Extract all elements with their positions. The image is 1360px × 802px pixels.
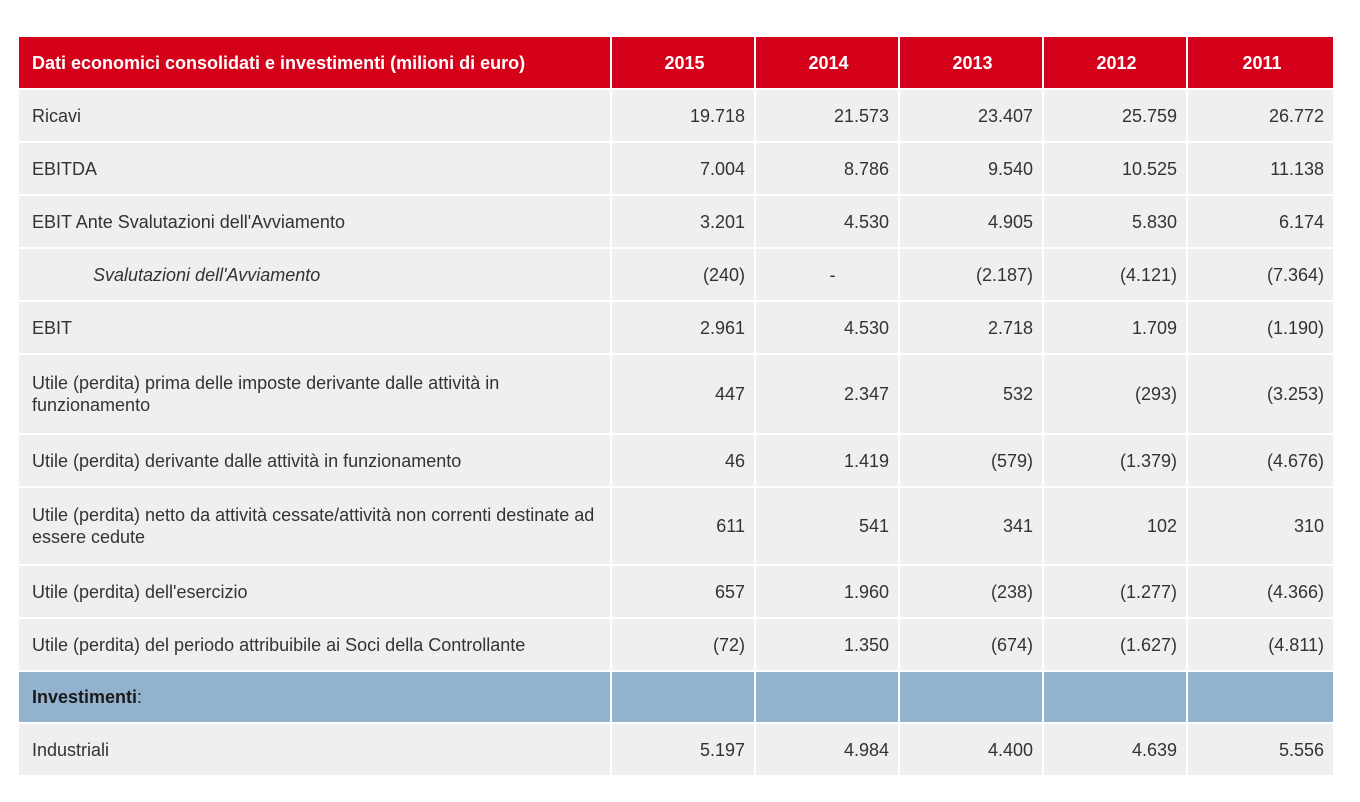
cell-value: 447 [612,355,756,435]
cell-value: 1.709 [1044,302,1188,355]
row-label: EBITDA [19,143,612,196]
table-header-row: Dati economici consolidati e investiment… [19,37,1333,90]
cell-value: 21.573 [756,90,900,143]
section-title: Investimenti [32,687,138,707]
cell-value: 3.201 [612,196,756,249]
row-label: Industriali [19,724,612,777]
cell-value: (4.676) [1188,435,1333,488]
table-row: Utile (perdita) prima delle imposte deri… [19,355,1333,435]
cell-value: (674) [900,619,1044,672]
table-row: EBITDA 7.004 8.786 9.540 10.525 11.138 [19,143,1333,196]
table-row: Utile (perdita) dell'esercizio 657 1.960… [19,566,1333,619]
cell-value: 1.350 [756,619,900,672]
cell-value: (240) [612,249,756,302]
cell-value: 5.556 [1188,724,1333,777]
row-label: Utile (perdita) netto da attività cessat… [19,488,612,566]
section-label: Investimenti: [19,672,612,724]
cell-value: 341 [900,488,1044,566]
section-empty-cell [1044,672,1188,724]
cell-value: (4.121) [1044,249,1188,302]
cell-value: 25.759 [1044,90,1188,143]
cell-value: 5.197 [612,724,756,777]
header-year-2014: 2014 [756,37,900,90]
cell-value: 6.174 [1188,196,1333,249]
cell-value: 8.786 [756,143,900,196]
cell-value: 4.984 [756,724,900,777]
cell-value: 23.407 [900,90,1044,143]
row-label: Utile (perdita) del periodo attribuibile… [19,619,612,672]
header-year-2012: 2012 [1044,37,1188,90]
cell-value: (293) [1044,355,1188,435]
section-empty-cell [612,672,756,724]
cell-value: 26.772 [1188,90,1333,143]
section-empty-cell [756,672,900,724]
table-row: Industriali 5.197 4.984 4.400 4.639 5.55… [19,724,1333,777]
cell-value: - [756,249,900,302]
table-row: Ricavi 19.718 21.573 23.407 25.759 26.77… [19,90,1333,143]
header-year-2013: 2013 [900,37,1044,90]
cell-value: 2.718 [900,302,1044,355]
row-label: Utile (perdita) derivante dalle attività… [19,435,612,488]
row-label: Svalutazioni dell'Avviamento [19,249,612,302]
cell-value: 102 [1044,488,1188,566]
cell-value: 19.718 [612,90,756,143]
cell-value: 1.960 [756,566,900,619]
cell-value: 10.525 [1044,143,1188,196]
table-row: EBIT Ante Svalutazioni dell'Avviamento 3… [19,196,1333,249]
header-label: Dati economici consolidati e investiment… [19,37,612,90]
cell-value: 1.419 [756,435,900,488]
header-year-2011: 2011 [1188,37,1333,90]
cell-value: (238) [900,566,1044,619]
cell-value: 11.138 [1188,143,1333,196]
row-label: Utile (perdita) prima delle imposte deri… [19,355,612,435]
cell-value: 5.830 [1044,196,1188,249]
table-row: Svalutazioni dell'Avviamento (240) - (2.… [19,249,1333,302]
cell-value: 310 [1188,488,1333,566]
cell-value: (1.379) [1044,435,1188,488]
section-suffix: : [137,687,143,707]
header-year-2015: 2015 [612,37,756,90]
cell-value: 4.639 [1044,724,1188,777]
cell-value: (4.366) [1188,566,1333,619]
row-label: Utile (perdita) dell'esercizio [19,566,612,619]
table-row: Utile (perdita) netto da attività cessat… [19,488,1333,566]
section-row-investimenti: Investimenti: [19,672,1333,724]
table-row: Utile (perdita) derivante dalle attività… [19,435,1333,488]
cell-value: 9.540 [900,143,1044,196]
cell-value: 46 [612,435,756,488]
section-empty-cell [900,672,1044,724]
cell-value: 611 [612,488,756,566]
cell-value: 4.530 [756,302,900,355]
row-label: EBIT [19,302,612,355]
cell-value: (7.364) [1188,249,1333,302]
cell-value: (1.190) [1188,302,1333,355]
financial-table: Dati economici consolidati e investiment… [19,37,1333,777]
cell-value: 4.530 [756,196,900,249]
table-row: Utile (perdita) del periodo attribuibile… [19,619,1333,672]
cell-value: (1.627) [1044,619,1188,672]
row-label: EBIT Ante Svalutazioni dell'Avviamento [19,196,612,249]
cell-value: (2.187) [900,249,1044,302]
cell-value: 7.004 [612,143,756,196]
cell-value: 657 [612,566,756,619]
cell-value: (1.277) [1044,566,1188,619]
cell-value: (72) [612,619,756,672]
cell-value: (579) [900,435,1044,488]
cell-value: 2.347 [756,355,900,435]
cell-value: 2.961 [612,302,756,355]
section-empty-cell [1188,672,1333,724]
cell-value: 541 [756,488,900,566]
cell-value: 532 [900,355,1044,435]
cell-value: (4.811) [1188,619,1333,672]
cell-value: (3.253) [1188,355,1333,435]
row-label: Ricavi [19,90,612,143]
table-row: EBIT 2.961 4.530 2.718 1.709 (1.190) [19,302,1333,355]
cell-value: 4.400 [900,724,1044,777]
cell-value: 4.905 [900,196,1044,249]
